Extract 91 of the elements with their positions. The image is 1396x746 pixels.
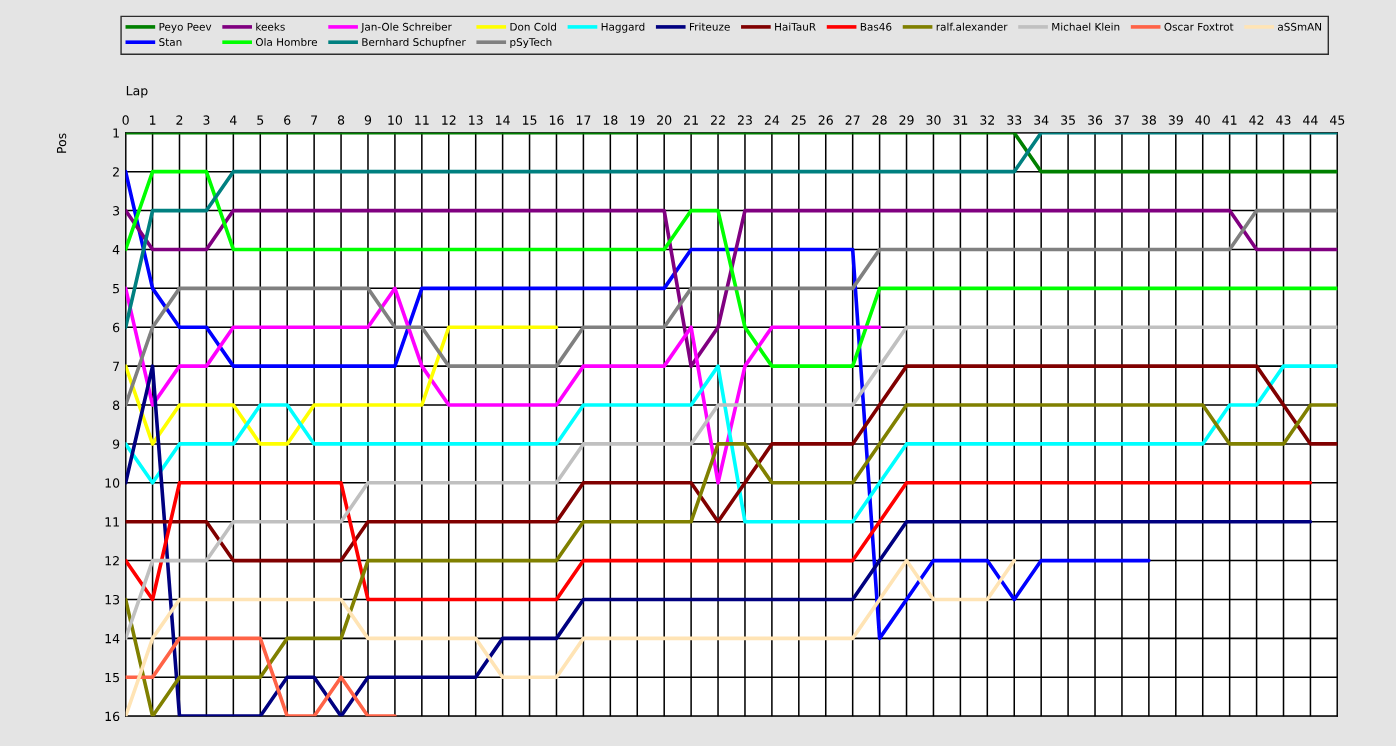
legend-label: Bernhard Schupfner [362, 37, 466, 49]
x-tick-label: 18 [603, 115, 618, 125]
y-tick-label: 5 [113, 283, 119, 294]
legend-label: Bas46 [860, 22, 892, 31]
x-tick-label: 40 [1195, 115, 1210, 125]
x-tick-label: 14 [496, 115, 510, 125]
y-tick-label: 1 [113, 128, 119, 138]
legend-label: HaiTauR [775, 22, 816, 31]
x-tick-label: 10 [388, 115, 403, 125]
x-tick-label: 21 [684, 115, 698, 125]
y-tick-label: 11 [105, 517, 119, 527]
y-tick-label: 14 [105, 634, 120, 644]
x-tick-label: 13 [469, 115, 483, 125]
x-tick-label: 15 [522, 115, 537, 125]
x-tick-label: 2 [176, 115, 183, 125]
x-tick-label: 25 [791, 115, 806, 125]
y-tick-label: 9 [112, 439, 120, 449]
line-series [125, 364, 1338, 524]
legend-label: aSSmAN [1278, 22, 1322, 31]
legend-label: Don Cold [510, 22, 556, 31]
x-tick-label: 26 [818, 115, 833, 125]
x-tick-label: 16 [549, 115, 564, 125]
legend-label: Jan-Ole Schreiber [360, 22, 452, 33]
y-tick-label: 10 [105, 478, 120, 488]
x-tick-label: 37 [1114, 115, 1129, 125]
x-tick-label: 8 [337, 115, 345, 125]
legend-label: keeks [256, 22, 285, 31]
y-tick-label: 7 [113, 361, 120, 371]
line-series [125, 481, 1313, 602]
y-tick-label: 8 [112, 400, 120, 410]
line-series [125, 208, 1338, 368]
x-tick-label: 45 [1330, 115, 1345, 125]
x-tick-label: 5 [257, 115, 264, 125]
y-tick-label: 3 [113, 206, 120, 216]
x-tick-label: 30 [926, 115, 941, 125]
x-tick-label: 19 [630, 115, 645, 125]
x-tick-label: 22 [711, 115, 725, 125]
legend-label: Haggard [601, 22, 645, 33]
y-tick-label: 4 [112, 245, 120, 255]
x-tick-label: 12 [442, 115, 456, 125]
legend-label: Ola Hombre [255, 37, 318, 46]
x-tick-label: 20 [657, 115, 672, 125]
y-axis-title: Pos [56, 133, 67, 153]
x-tick-label: 4 [229, 115, 237, 125]
y-tick-label: 2 [113, 167, 119, 177]
line-series [125, 558, 1017, 717]
line-series [125, 364, 1338, 563]
line-series [125, 169, 1151, 641]
x-tick-label: 35 [1061, 115, 1075, 125]
line-series [125, 325, 1338, 641]
x-axis-title: Lap [126, 86, 148, 98]
x-tick-label: 42 [1249, 115, 1264, 125]
x-tick-label: 43 [1276, 115, 1291, 125]
x-tick-label: 33 [1007, 115, 1022, 125]
x-tick-label: 44 [1303, 115, 1318, 125]
line-series [125, 169, 1338, 368]
legend-label: pSyTech [510, 37, 552, 49]
x-tick-label: 41 [1222, 115, 1237, 125]
x-tick-label: 24 [764, 115, 780, 125]
line-series [125, 286, 882, 485]
x-tick-label: 0 [122, 115, 129, 125]
x-tick-label: 27 [845, 115, 860, 125]
legend-label: Friteuze [689, 22, 730, 31]
x-tick-label: 29 [899, 115, 914, 125]
x-tick-label: 32 [980, 115, 995, 125]
x-tick-label: 34 [1034, 115, 1049, 125]
x-tick-label: 3 [203, 115, 210, 125]
x-tick-label: 23 [737, 115, 752, 125]
legend-label: Peyo Peev [159, 22, 212, 33]
y-tick-label: 13 [105, 594, 120, 605]
legend-label: Stan [159, 38, 182, 46]
legend-label: Oscar Foxtrot [1164, 22, 1234, 31]
x-tick-label: 1 [149, 115, 156, 125]
x-tick-label: 6 [284, 115, 291, 125]
x-tick-label: 9 [364, 115, 372, 125]
line-series [125, 208, 1338, 407]
y-tick-label: 6 [113, 322, 120, 333]
x-tick-label: 11 [415, 115, 429, 125]
x-tick-label: 39 [1168, 115, 1183, 125]
y-tick-label: 15 [105, 672, 119, 683]
line-series [125, 325, 559, 446]
legend-label: ralf.alexander [936, 22, 1008, 31]
y-tick-label: 12 [105, 556, 119, 566]
x-tick-label: 38 [1141, 115, 1156, 125]
x-tick-label: 28 [872, 115, 887, 125]
y-tick-label: 16 [105, 711, 120, 722]
x-tick-label: 17 [576, 115, 591, 125]
x-tick-label: 7 [311, 115, 318, 125]
x-tick-label: 31 [953, 115, 968, 125]
legend-label: Michael Klein [1052, 22, 1120, 31]
x-tick-label: 36 [1088, 115, 1103, 125]
